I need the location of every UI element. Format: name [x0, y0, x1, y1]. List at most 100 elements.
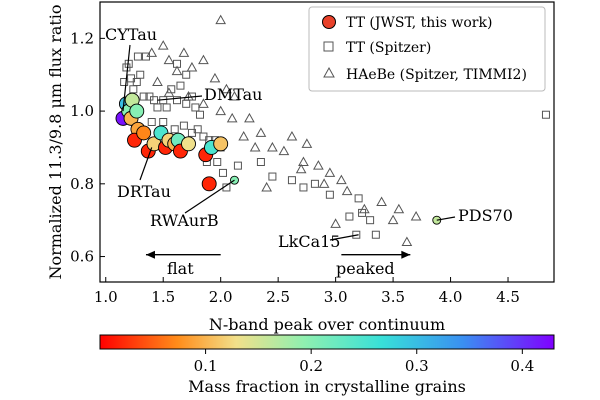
- haebe-point: [209, 72, 221, 83]
- haebe-point: [393, 203, 405, 214]
- y-tick-label: 0.8: [70, 175, 94, 193]
- spitzer-point: [352, 230, 361, 239]
- colorbar-tick-label: 0.1: [194, 357, 218, 375]
- y-tick-label: 1.2: [70, 29, 94, 47]
- haebe-point: [278, 145, 290, 156]
- spitzer-point: [193, 125, 202, 134]
- haebe-point: [336, 174, 347, 185]
- x-tick-label: 2.0: [209, 288, 233, 306]
- tt-spitzer-markers: [120, 52, 550, 239]
- spitzer-point: [173, 96, 182, 105]
- haebe-point: [249, 141, 261, 152]
- haebe-point: [163, 54, 175, 65]
- x-tick-label: 1.0: [94, 288, 118, 306]
- spitzer-point: [233, 161, 242, 170]
- x-tick-label: 4.0: [439, 288, 463, 306]
- colorbar-ticks: 0.1 0.2 0.3 0.4: [194, 349, 534, 375]
- spitzer-point: [147, 118, 156, 126]
- label-dmtau: DMTau: [204, 85, 262, 104]
- spitzer-point: [268, 172, 277, 181]
- haebe-point: [221, 83, 232, 94]
- haebe-point: [178, 47, 190, 57]
- legend-triangle-marker: [323, 66, 335, 78]
- colorbar-tick-label: 0.2: [299, 357, 323, 375]
- spitzer-point: [541, 110, 550, 119]
- haebe-point: [186, 61, 198, 72]
- haebe-point: [183, 91, 194, 101]
- spitzer-point: [179, 121, 188, 130]
- spitzer-point: [371, 230, 380, 239]
- spitzer-point: [366, 216, 375, 225]
- haebe-point: [229, 91, 240, 101]
- y-axis-label: Normalized 11.3/9.8 μm flux ratio: [46, 4, 65, 279]
- x-axis-label: N-band peak over continuum: [209, 315, 445, 334]
- spitzer-point: [256, 158, 265, 166]
- haebe-point: [376, 196, 387, 206]
- x-tick-label: 4.5: [496, 288, 520, 306]
- plot-frame: [99, 1, 555, 283]
- x-axis-ticks: 1.0 1.5 2.0 2.5 3.0 3.5 4.0 4.5: [94, 277, 520, 306]
- haebe-point: [330, 218, 341, 228]
- spitzer-point: [176, 81, 185, 90]
- legend-circle-marker: [322, 15, 336, 29]
- haebe-point: [215, 14, 227, 25]
- spitzer-point: [310, 179, 319, 188]
- y-tick-label: 1.0: [70, 102, 94, 120]
- jwst-point: [181, 136, 196, 152]
- spitzer-point: [182, 70, 191, 79]
- haebe-point: [152, 76, 163, 86]
- annotation-leader-line: [329, 234, 359, 241]
- label-pds70: PDS70: [458, 206, 513, 225]
- haebe-point: [298, 156, 309, 166]
- spitzer-point: [159, 118, 168, 126]
- haebe-point: [341, 185, 353, 196]
- legend-label-haebe: HAeBe (Spitzer, TIMMI2): [346, 67, 527, 83]
- y-axis-ticks: 0.6 0.8 1.0 1.2: [70, 29, 105, 266]
- haebe-point: [157, 40, 169, 50]
- colorbar-tick-label: 0.4: [510, 357, 534, 375]
- haebe-point: [163, 87, 175, 97]
- haebe-point: [358, 203, 370, 214]
- haebe-point: [198, 54, 209, 65]
- legend-square-marker: [323, 41, 334, 52]
- haebe-point: [146, 47, 158, 57]
- haebe-point: [238, 131, 250, 141]
- jwst-point: [129, 103, 145, 119]
- haebe-point: [295, 163, 307, 174]
- spitzer-point: [287, 176, 296, 185]
- legend-box: [308, 6, 546, 92]
- legend-label-jwst: TT (JWST, this work): [346, 15, 492, 31]
- label-drtau: DRTau: [117, 182, 171, 201]
- direction-arrows: [145, 250, 411, 259]
- spitzer-point: [218, 168, 227, 177]
- haebe-point: [255, 127, 267, 137]
- haebe-point: [318, 178, 330, 188]
- x-tick-label: 3.0: [324, 288, 348, 306]
- haebe-point: [301, 138, 313, 148]
- x-tick-label: 1.5: [151, 288, 175, 306]
- spitzer-point: [213, 158, 222, 166]
- direction-arrow-head: [401, 250, 411, 259]
- label-peaked: peaked: [336, 259, 395, 278]
- y-tick-label: 0.6: [70, 248, 94, 266]
- colorbar-tick-label: 0.3: [405, 357, 429, 375]
- jwst-point: [213, 136, 229, 152]
- spitzer-point: [133, 52, 142, 61]
- spitzer-point: [345, 212, 354, 221]
- spitzer-point: [170, 125, 179, 134]
- annotation-leader-line: [436, 216, 456, 221]
- spitzer-point: [136, 70, 145, 79]
- x-tick-label: 3.5: [381, 288, 405, 306]
- annotation-leader-line: [139, 147, 153, 181]
- haebe-point: [286, 131, 298, 141]
- legend-label-spitzer: TT (Spitzer): [346, 40, 431, 56]
- label-rwaurb: RWAurB: [150, 211, 219, 230]
- label-flat: flat: [167, 259, 194, 278]
- jwst-point: [201, 176, 217, 192]
- haebe-point: [244, 112, 255, 123]
- spitzer-point: [299, 183, 308, 192]
- haebe-point: [313, 160, 324, 170]
- spitzer-point: [325, 190, 334, 199]
- tt-jwst-markers: [115, 92, 442, 225]
